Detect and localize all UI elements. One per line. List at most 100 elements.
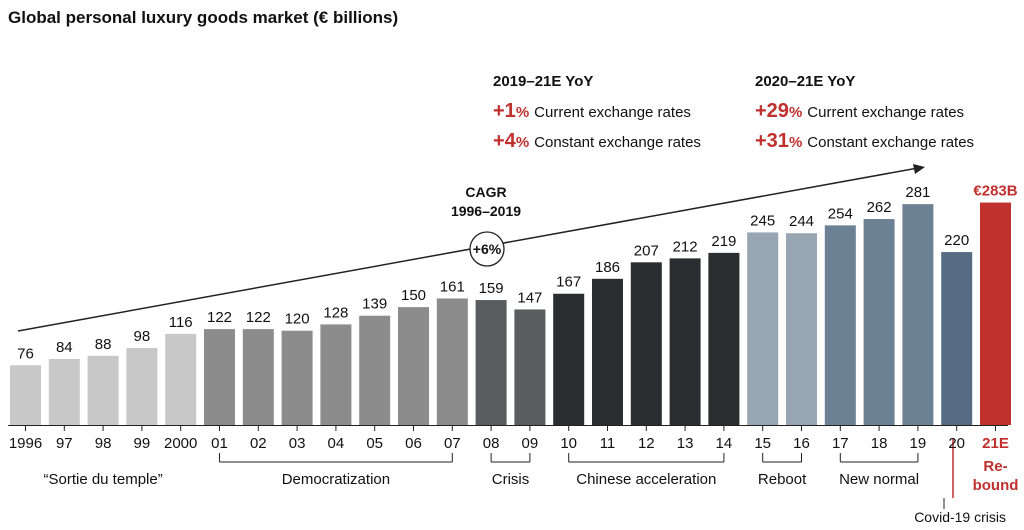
- cagr-circle: [469, 231, 505, 267]
- data-label: 212: [673, 238, 698, 255]
- chart-title: Global personal luxury goods market (€ b…: [8, 8, 398, 27]
- data-label: 167: [556, 274, 581, 291]
- annotation-unit: %: [789, 104, 802, 121]
- x-tick-label: 08: [483, 435, 500, 452]
- annotation-value: +31: [755, 130, 789, 152]
- annotation-row: +31% Constant exchange rates: [755, 130, 974, 152]
- period-label: Reboot: [758, 471, 807, 488]
- data-label: 207: [634, 242, 659, 259]
- period-label: Democratization: [282, 471, 390, 488]
- annotation-heading: 2019–21E YoY: [493, 73, 593, 90]
- data-label: 122: [207, 309, 232, 326]
- bar: [87, 355, 119, 425]
- annotation-value: +4: [493, 130, 517, 152]
- trend-arrow-head: [913, 164, 925, 174]
- x-tick-label: 99: [134, 435, 151, 452]
- bar: [902, 204, 934, 425]
- annotation-row: +4% Constant exchange rates: [493, 130, 701, 152]
- data-label: 254: [828, 205, 853, 222]
- x-tick-label: 07: [444, 435, 461, 452]
- annotation-row: +1% Current exchange rates: [493, 100, 691, 122]
- data-label: 281: [905, 184, 930, 201]
- annotation-2019-21: 2019–21E YoY +1% Current exchange rates +…: [493, 73, 701, 152]
- data-label: 88: [95, 336, 112, 353]
- data-label: 159: [479, 280, 504, 297]
- data-label: 120: [285, 311, 310, 328]
- x-tick-label: 19: [910, 435, 927, 452]
- bar: [48, 358, 80, 425]
- annotation-row: +29% Current exchange rates: [755, 100, 964, 122]
- data-label: 139: [362, 296, 387, 313]
- data-label: 262: [867, 199, 892, 216]
- x-tick-label: 10: [560, 435, 577, 452]
- bar: [553, 293, 585, 425]
- x-tick-label: 17: [832, 435, 849, 452]
- data-label: €283B: [973, 183, 1017, 200]
- cagr-label: CAGR: [465, 184, 506, 200]
- x-tick-label: 15: [754, 435, 771, 452]
- rebound-label: Re-: [983, 458, 1007, 475]
- data-label: 245: [750, 212, 775, 229]
- x-tick-label: 05: [366, 435, 383, 452]
- bars-layer: 76 1996 84 97 88 98 98 99 116 2000 122 01 122 02 120 03…: [8, 183, 1018, 494]
- data-label: 161: [440, 278, 465, 295]
- annotation-unit: %: [516, 134, 529, 151]
- x-tick-label: 11: [600, 435, 616, 452]
- x-tick-label: 2000: [164, 435, 197, 452]
- bar: [126, 347, 158, 425]
- x-tick-label: 1996: [9, 435, 42, 452]
- annotation-heading: 2020–21E YoY: [755, 73, 855, 90]
- annotation-unit: %: [789, 134, 802, 151]
- annotation-unit: %: [516, 104, 529, 121]
- bar: [398, 307, 429, 425]
- x-tick-label: 09: [522, 435, 539, 452]
- bar: [204, 329, 235, 425]
- annotation-value: +29: [755, 100, 789, 122]
- x-tick-label: 04: [328, 435, 345, 452]
- x-tick-label: 06: [405, 435, 422, 452]
- annotation-text: Current exchange rates: [534, 104, 691, 121]
- data-label: 76: [17, 345, 34, 362]
- annotation-value: +1: [493, 100, 516, 122]
- annotation-text: Constant exchange rates: [534, 134, 701, 151]
- period-label: Crisis: [492, 471, 530, 488]
- data-label: 186: [595, 259, 620, 276]
- bar: [436, 298, 468, 425]
- period-label: “Sortie du temple”: [43, 471, 162, 488]
- cagr-value: +6%: [473, 241, 502, 257]
- x-tick-label: 01: [211, 435, 228, 452]
- bar: [359, 315, 391, 425]
- data-label: 116: [169, 314, 193, 331]
- x-tick-label: 02: [250, 435, 267, 452]
- bar: [786, 233, 817, 425]
- trend-arrow-line: [17, 167, 919, 332]
- cagr-period: 1996–2019: [451, 203, 521, 219]
- annotation-2020-21: 2020–21E YoY +29% Current exchange rates …: [755, 73, 974, 152]
- x-tick-label: 13: [677, 435, 694, 452]
- bar: [747, 232, 779, 425]
- bar: [708, 252, 740, 425]
- bar: [514, 309, 546, 425]
- covid-label: Covid-19 crisis: [914, 509, 1006, 525]
- rebound-label: bound: [973, 477, 1019, 494]
- bar: [281, 330, 313, 425]
- data-label: 84: [56, 339, 73, 356]
- x-tick-label: 21E: [982, 435, 1009, 452]
- x-tick-label: 16: [793, 435, 810, 452]
- data-label: 98: [134, 328, 151, 345]
- x-tick-label: 97: [56, 435, 73, 452]
- annotation-text: Constant exchange rates: [807, 134, 974, 151]
- data-label: 244: [789, 213, 814, 230]
- data-label: 122: [246, 309, 271, 326]
- data-label: 220: [944, 232, 969, 249]
- bar: [824, 225, 856, 425]
- data-label: 128: [323, 304, 348, 321]
- bar: [320, 324, 352, 425]
- bar: [242, 329, 274, 425]
- x-tick-label: 12: [638, 435, 655, 452]
- x-tick-label: 03: [289, 435, 306, 452]
- bar: [669, 258, 701, 425]
- data-label: 147: [517, 289, 542, 306]
- x-tick-label: 20: [948, 435, 965, 452]
- bar: [980, 202, 1011, 425]
